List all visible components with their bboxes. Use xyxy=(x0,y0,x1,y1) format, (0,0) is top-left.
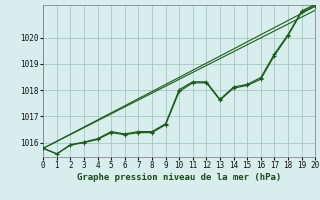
X-axis label: Graphe pression niveau de la mer (hPa): Graphe pression niveau de la mer (hPa) xyxy=(77,173,281,182)
